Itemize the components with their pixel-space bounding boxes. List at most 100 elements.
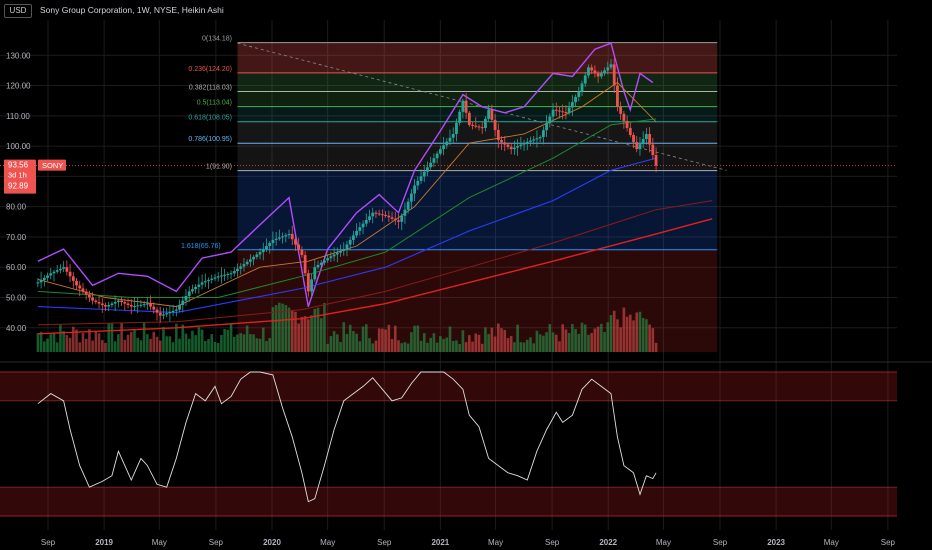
candle-body bbox=[306, 273, 310, 292]
volume-bar bbox=[635, 312, 639, 352]
candle-body bbox=[239, 266, 243, 269]
x-tick-label: Sep bbox=[713, 538, 728, 547]
candle-body bbox=[136, 305, 140, 307]
candle-body bbox=[451, 134, 455, 138]
volume-bar bbox=[46, 338, 49, 352]
candle-body bbox=[248, 259, 252, 262]
volume-bar bbox=[310, 315, 313, 352]
volume-bar bbox=[577, 333, 581, 352]
series-line-purple bbox=[37, 42, 654, 307]
volume-bar bbox=[545, 332, 548, 352]
symbol-title[interactable]: Sony Group Corporation, 1W, NYSE, Heikin… bbox=[40, 5, 224, 15]
volume-bar bbox=[393, 325, 397, 352]
volume-bar bbox=[548, 324, 552, 352]
candle-body bbox=[364, 219, 368, 224]
volume-bar bbox=[377, 328, 381, 352]
volume-bar bbox=[191, 330, 194, 352]
x-tick-label: May bbox=[152, 538, 167, 547]
volume-bar bbox=[529, 337, 532, 352]
candle-body bbox=[377, 213, 381, 215]
x-tick-label: May bbox=[656, 538, 671, 547]
candle-body bbox=[429, 162, 433, 168]
candle-body bbox=[606, 67, 610, 71]
candle-body bbox=[419, 176, 423, 181]
volume-bar bbox=[587, 334, 590, 352]
candle-body bbox=[265, 246, 268, 250]
candle-body bbox=[548, 116, 552, 124]
y-tick-label: 80.00 bbox=[6, 203, 27, 212]
candle-body bbox=[200, 282, 204, 285]
volume-bar bbox=[364, 324, 368, 352]
candle-body bbox=[632, 135, 635, 143]
series-line-blue bbox=[37, 157, 657, 314]
volume-bar bbox=[484, 327, 487, 352]
volume-bar bbox=[590, 333, 593, 352]
candle-body bbox=[628, 127, 632, 136]
volume-bar bbox=[261, 327, 265, 352]
candle-body bbox=[303, 255, 307, 274]
y-tick-label: 60.00 bbox=[6, 263, 27, 272]
volume-bar bbox=[271, 307, 275, 352]
candle-body bbox=[612, 64, 616, 86]
fib-zone bbox=[237, 106, 718, 122]
volume-bar bbox=[461, 330, 465, 352]
volume-bar bbox=[181, 324, 185, 352]
candle-body bbox=[471, 124, 474, 126]
currency-selector[interactable]: USD bbox=[4, 4, 32, 18]
candle-body bbox=[545, 123, 548, 131]
candle-body bbox=[625, 120, 629, 128]
volume-bar bbox=[522, 342, 526, 352]
candle-body bbox=[361, 223, 365, 228]
volume-bar bbox=[316, 307, 320, 352]
candle-body bbox=[281, 236, 284, 238]
candle-body bbox=[332, 254, 336, 257]
candle-body bbox=[638, 144, 642, 150]
candle-body bbox=[158, 312, 162, 316]
candle-body bbox=[62, 267, 66, 269]
volume-bar bbox=[429, 337, 432, 352]
candle-body bbox=[261, 249, 265, 253]
last-price-value: 93.56 bbox=[8, 161, 29, 170]
candle-body bbox=[236, 268, 239, 272]
candle-body bbox=[509, 146, 513, 150]
volume-bar bbox=[342, 322, 346, 352]
volume-bar bbox=[239, 333, 243, 352]
volume-bar bbox=[149, 338, 152, 352]
volume-bar bbox=[384, 329, 387, 352]
candle-body bbox=[313, 267, 317, 280]
candle-body bbox=[435, 153, 439, 159]
volume-bar bbox=[197, 327, 201, 352]
volume-bar bbox=[455, 340, 458, 352]
candle-body bbox=[220, 275, 223, 277]
candle-body bbox=[477, 126, 481, 128]
candle-body bbox=[42, 277, 46, 281]
volume-bar bbox=[55, 342, 59, 352]
volume-bar bbox=[175, 323, 178, 352]
volume-bar bbox=[616, 319, 619, 352]
candle-body bbox=[455, 122, 458, 134]
volume-bar bbox=[139, 340, 143, 352]
candle-body bbox=[574, 96, 577, 103]
candle-body bbox=[577, 91, 581, 97]
candle-body bbox=[94, 300, 98, 303]
volume-bar bbox=[513, 342, 516, 352]
series-line-darkred bbox=[37, 200, 713, 326]
volume-bar bbox=[416, 325, 420, 352]
volume-bar bbox=[94, 331, 98, 352]
volume-bar bbox=[300, 316, 304, 352]
fib-level-label: 0.786(100.95) bbox=[188, 136, 232, 143]
volume-bar bbox=[194, 335, 197, 352]
candle-body bbox=[464, 100, 468, 113]
candle-body bbox=[352, 235, 355, 240]
fib-zone bbox=[237, 170, 718, 250]
fib-zone bbox=[237, 42, 718, 73]
candle-body bbox=[409, 193, 413, 202]
candle-body bbox=[194, 286, 198, 290]
candle-body bbox=[139, 304, 143, 306]
fib-level-label: 0.618(108.05) bbox=[188, 115, 232, 122]
volume-bar bbox=[339, 342, 342, 352]
volume-bar bbox=[187, 338, 191, 352]
fib-level-label: 0(134.18) bbox=[202, 36, 232, 43]
volume-bar bbox=[464, 342, 468, 352]
volume-bar bbox=[158, 340, 162, 352]
